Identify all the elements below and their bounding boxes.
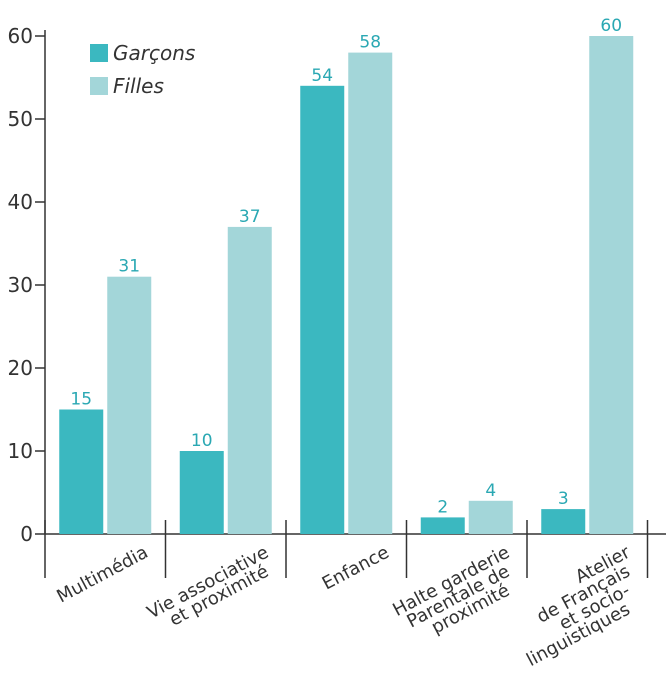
y-tick-label: 20	[8, 356, 33, 380]
y-tick-label: 10	[8, 439, 33, 463]
legend-label: Garçons	[113, 41, 195, 65]
y-axis: 0 10 20 30 40 50 60	[8, 24, 46, 546]
data-label: 10	[191, 431, 213, 451]
bar-garcons	[420, 517, 465, 534]
bar-filles	[348, 52, 393, 534]
bars	[59, 36, 634, 535]
data-label: 60	[600, 16, 622, 36]
legend-label: Filles	[113, 74, 164, 98]
legend: Garçons Filles	[90, 41, 195, 98]
y-tick-label: 0	[20, 522, 33, 546]
bar-filles	[227, 226, 272, 534]
data-label: 58	[359, 33, 381, 53]
value-labels: 15 31 10 37 54 58 2 4 3 60	[70, 16, 622, 517]
x-category-label: Multimédia	[53, 542, 151, 608]
y-tick-label: 40	[8, 190, 33, 214]
data-label: 4	[485, 481, 496, 501]
data-label: 31	[118, 257, 140, 277]
x-category-label: Enfance	[319, 542, 393, 595]
bar-garcons	[300, 85, 345, 535]
bar-filles	[107, 276, 152, 534]
legend-swatch	[90, 44, 108, 62]
bar-filles	[589, 36, 634, 534]
data-label: 2	[437, 497, 448, 517]
data-label: 37	[239, 207, 261, 227]
bar-garcons	[179, 451, 224, 534]
y-tick-label: 60	[8, 24, 33, 48]
bar-filles	[468, 500, 513, 534]
bar-garcons	[541, 509, 586, 534]
y-tick-label: 30	[8, 273, 33, 297]
y-tick-label: 50	[8, 107, 33, 131]
legend-swatch	[90, 77, 108, 95]
data-label: 15	[70, 390, 92, 410]
data-label: 3	[558, 489, 569, 509]
bar-garcons	[59, 409, 104, 534]
data-label: 54	[311, 66, 333, 86]
